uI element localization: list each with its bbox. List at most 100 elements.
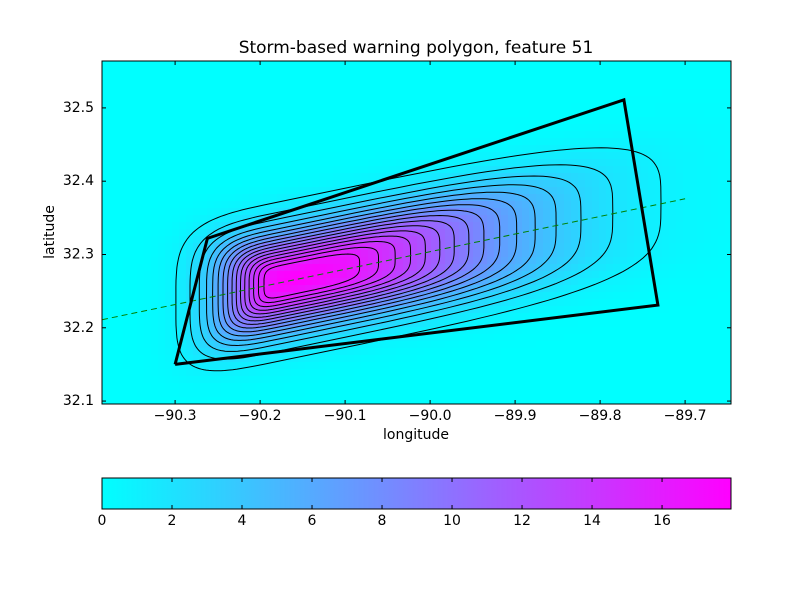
heatmap-cell: [277, 397, 285, 404]
heatmap-cell: [494, 61, 502, 69]
heatmap-cell: [361, 222, 369, 230]
heatmap-cell: [690, 159, 698, 167]
heatmap-cell: [592, 243, 600, 251]
heatmap-cell: [550, 89, 558, 97]
heatmap-cell: [676, 285, 684, 293]
heatmap-cell: [284, 236, 292, 244]
heatmap-cell: [291, 264, 299, 272]
heatmap-cell: [697, 201, 705, 209]
heatmap-cell: [214, 334, 222, 342]
heatmap-cell: [354, 348, 362, 356]
heatmap-cell: [501, 68, 509, 76]
heatmap-cell: [277, 159, 285, 167]
heatmap-cell: [319, 222, 327, 230]
heatmap-cell: [249, 376, 257, 384]
heatmap-cell: [599, 166, 607, 174]
heatmap-cell: [298, 390, 306, 398]
heatmap-cell: [410, 348, 418, 356]
heatmap-cell: [368, 243, 376, 251]
heatmap-cell: [270, 362, 278, 370]
heatmap-cell: [354, 397, 362, 404]
heatmap-cell: [137, 82, 145, 90]
heatmap-cell: [368, 61, 376, 69]
heatmap-cell: [326, 117, 334, 125]
heatmap-cell: [102, 383, 110, 391]
heatmap-cell: [137, 271, 145, 279]
heatmap-cell: [501, 236, 509, 244]
heatmap-cell: [256, 124, 264, 132]
heatmap-cell: [606, 299, 614, 307]
heatmap-cell: [627, 250, 635, 258]
heatmap-cell: [165, 159, 173, 167]
heatmap-cell: [571, 320, 579, 328]
heatmap-cell: [648, 306, 656, 314]
heatmap-cell: [200, 117, 208, 125]
heatmap-cell: [200, 362, 208, 370]
heatmap-cell: [179, 131, 187, 139]
axes: −90.3 −90.2 −90.1 −90.0 −89.9 −89.8 −89.732.13…: [63, 61, 731, 529]
heatmap-cell: [501, 376, 509, 384]
heatmap-cell: [305, 68, 313, 76]
heatmap-cell: [431, 250, 439, 258]
heatmap-cell: [298, 341, 306, 349]
heatmap-cell: [452, 313, 460, 321]
heatmap-cell: [200, 61, 208, 69]
heatmap-cell: [109, 229, 117, 237]
heatmap-cell: [515, 355, 523, 363]
heatmap-cell: [354, 264, 362, 272]
heatmap-cell: [298, 320, 306, 328]
heatmap-cell: [235, 152, 243, 160]
heatmap-cell: [683, 96, 691, 104]
heatmap-cell: [648, 222, 656, 230]
heatmap-cell: [676, 313, 684, 321]
heatmap-cell: [676, 334, 684, 342]
heatmap-cell: [676, 320, 684, 328]
heatmap-cell: [193, 173, 201, 181]
heatmap-cell: [543, 166, 551, 174]
heatmap-cell: [214, 222, 222, 230]
heatmap-cell: [172, 383, 180, 391]
heatmap-cell: [389, 348, 397, 356]
heatmap-cell: [480, 173, 488, 181]
heatmap-cell: [179, 159, 187, 167]
heatmap-cell: [242, 397, 250, 404]
heatmap-cell: [144, 117, 152, 125]
heatmap-cell: [585, 89, 593, 97]
heatmap-cell: [704, 320, 712, 328]
heatmap-cell: [158, 292, 166, 300]
heatmap-cell: [522, 187, 530, 195]
heatmap-cell: [613, 208, 621, 216]
heatmap-cell: [571, 236, 579, 244]
heatmap-cell: [669, 369, 677, 377]
heatmap-cell: [655, 257, 663, 265]
heatmap-cell: [424, 243, 432, 251]
heatmap-cell: [480, 96, 488, 104]
heatmap-cell: [557, 68, 565, 76]
heatmap-cell: [186, 166, 194, 174]
heatmap-cell: [613, 75, 621, 83]
heatmap-cell: [396, 397, 404, 404]
heatmap-cell: [669, 271, 677, 279]
heatmap-cell: [214, 187, 222, 195]
heatmap-cell: [676, 89, 684, 97]
heatmap-cell: [473, 82, 481, 90]
heatmap-cell: [424, 110, 432, 118]
heatmap-cell: [298, 117, 306, 125]
heatmap-cell: [249, 236, 257, 244]
heatmap-cell: [410, 61, 418, 69]
heatmap-cell: [179, 257, 187, 265]
heatmap-cell: [410, 138, 418, 146]
heatmap-cell: [578, 159, 586, 167]
heatmap-cell: [242, 327, 250, 335]
heatmap-cell: [550, 236, 558, 244]
heatmap-cell: [417, 145, 425, 153]
heatmap-cell: [529, 194, 537, 202]
heatmap-cell: [291, 82, 299, 90]
heatmap-cell: [151, 131, 159, 139]
heatmap-cell: [396, 124, 404, 132]
heatmap-cell: [291, 187, 299, 195]
heatmap-cell: [214, 152, 222, 160]
heatmap-cell: [459, 264, 467, 272]
heatmap-cell: [305, 285, 313, 293]
heatmap-cell: [522, 89, 530, 97]
